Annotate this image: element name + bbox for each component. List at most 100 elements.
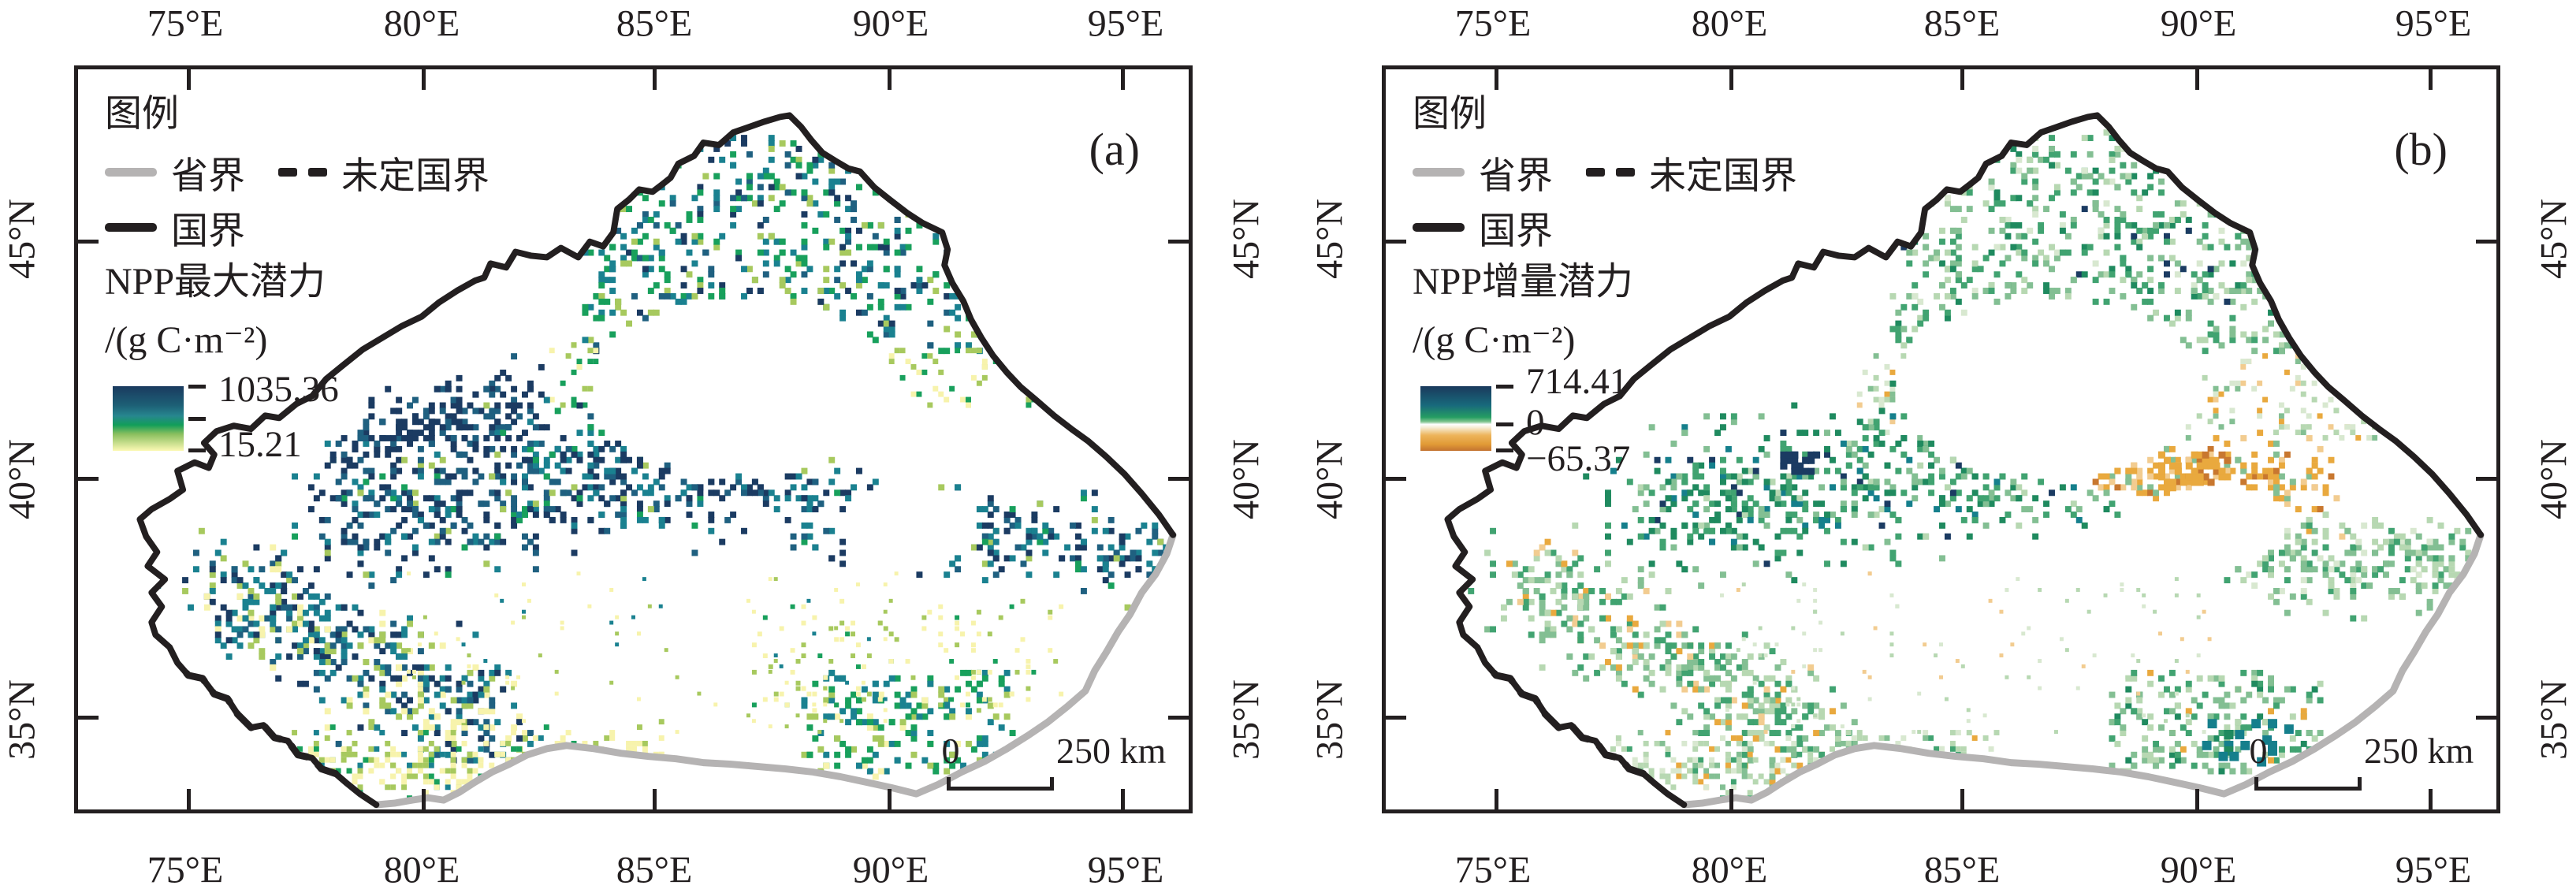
lon-label-bottom: 80°E bbox=[383, 849, 460, 891]
lat-tick bbox=[1168, 240, 1189, 244]
panel-tag-b: (b) bbox=[2394, 124, 2448, 175]
lon-label-bottom: 90°E bbox=[2160, 849, 2237, 891]
national-boundary-label: 国界 bbox=[1479, 210, 1553, 252]
lon-label-top: 80°E bbox=[383, 2, 460, 45]
lon-label-bottom: 95°E bbox=[2395, 849, 2472, 891]
lon-label-bottom: 75°E bbox=[147, 849, 224, 891]
lon-tick bbox=[187, 789, 191, 809]
map-a: 图例 省界 未定国界 国界 NPP最大潜力 /(g C·m⁻²) bbox=[74, 65, 1193, 813]
lat-tick bbox=[78, 240, 99, 244]
xinjiang-map-a bbox=[136, 112, 1177, 809]
lon-tick bbox=[1729, 69, 1733, 90]
scalebar-zero: 0 bbox=[941, 731, 960, 771]
colorbar-tick-max bbox=[1496, 385, 1513, 389]
national-boundary-swatch bbox=[1413, 222, 1465, 232]
lat-tick bbox=[1386, 240, 1406, 244]
colorbar-gradient bbox=[113, 386, 184, 451]
scalebar-distance: 250 km bbox=[1056, 731, 1167, 771]
province-boundary-label: 省界 bbox=[1479, 155, 1553, 197]
layer-unit: /(g C·m⁻²) bbox=[1413, 319, 1576, 361]
undefined-national-boundary-line bbox=[173, 659, 340, 777]
national-boundary-line bbox=[136, 112, 1177, 809]
scalebar-bracket bbox=[947, 777, 1054, 791]
lat-label-right: 35°N bbox=[1225, 679, 1268, 760]
scalebar-zero: 0 bbox=[2249, 731, 2268, 771]
colorbar-tick-mid bbox=[188, 417, 206, 421]
scalebar-bracket bbox=[2254, 777, 2362, 791]
lon-tick bbox=[1495, 789, 1498, 809]
national-boundary-label: 国界 bbox=[171, 210, 245, 252]
lon-tick bbox=[888, 69, 892, 90]
lon-tick bbox=[2429, 789, 2433, 809]
lon-tick bbox=[1121, 789, 1125, 809]
lat-label-left: 45°N bbox=[1308, 199, 1351, 279]
province-boundary-swatch bbox=[105, 167, 157, 177]
province-boundary-swatch bbox=[1413, 167, 1465, 177]
lon-tick bbox=[653, 69, 657, 90]
lat-tick bbox=[2476, 240, 2496, 244]
lat-label-right: 45°N bbox=[1225, 199, 1268, 279]
legend-a: 图例 省界 未定国界 国界 NPP最大潜力 /(g C·m⁻²) bbox=[105, 91, 490, 476]
legend-row-boundaries-2: 国界 bbox=[105, 207, 490, 252]
lat-label-left: 40°N bbox=[1308, 439, 1351, 519]
lat-label-right: 35°N bbox=[2533, 679, 2575, 760]
lon-label-bottom: 85°E bbox=[616, 849, 693, 891]
panel-tag-a: (a) bbox=[1089, 124, 1140, 175]
lat-tick bbox=[1168, 716, 1189, 720]
lon-label-bottom: 90°E bbox=[852, 849, 929, 891]
lat-label-left: 35°N bbox=[1, 679, 43, 760]
colorbar-tick-max bbox=[188, 385, 206, 389]
colorbar-max-value: 1035.36 bbox=[218, 369, 339, 410]
colorbar-b: 714.41 0 −65.37 bbox=[1420, 361, 1657, 479]
panel-a: 图例 省界 未定国界 国界 NPP最大潜力 /(g C·m⁻²) bbox=[2, 0, 1268, 893]
lon-tick bbox=[888, 789, 892, 809]
lon-label-top: 95°E bbox=[1087, 2, 1164, 45]
lat-tick bbox=[1168, 477, 1189, 481]
lon-label-top: 80°E bbox=[1691, 2, 1768, 45]
undefined-boundary-label: 未定国界 bbox=[341, 155, 490, 197]
lat-tick bbox=[1386, 716, 1406, 720]
lon-tick bbox=[422, 69, 426, 90]
legend-row-boundaries-1: 省界 未定国界 bbox=[1413, 151, 1797, 197]
layer-title: NPP增量潜力 bbox=[1413, 261, 1634, 303]
lon-tick bbox=[1495, 69, 1498, 90]
lat-label-left: 45°N bbox=[1, 199, 43, 279]
lon-tick bbox=[1960, 789, 1964, 809]
lon-label-bottom: 95°E bbox=[1087, 849, 1164, 891]
colorbar-tick-min bbox=[188, 448, 206, 452]
colorbar-tick-zero bbox=[1496, 422, 1513, 426]
colorbar-a: 1035.36 15.21 bbox=[113, 369, 349, 476]
undefined-boundary-label: 未定国界 bbox=[1649, 155, 1797, 197]
lon-tick bbox=[1960, 69, 1964, 90]
colorbar-min-value: 15.21 bbox=[218, 424, 302, 465]
lat-tick bbox=[2476, 477, 2496, 481]
lon-label-bottom: 85°E bbox=[1923, 849, 2001, 891]
lat-label-right: 40°N bbox=[2533, 439, 2575, 519]
legend-row-boundaries-1: 省界 未定国界 bbox=[105, 151, 490, 197]
lon-tick bbox=[653, 789, 657, 809]
lon-tick bbox=[1729, 789, 1733, 809]
lon-label-top: 75°E bbox=[147, 2, 224, 45]
lat-label-left: 40°N bbox=[1, 439, 43, 519]
lat-label-right: 40°N bbox=[1225, 439, 1268, 519]
colorbar-max-value: 714.41 bbox=[1526, 361, 1629, 402]
lat-tick bbox=[78, 477, 99, 481]
colorbar-min-value: −65.37 bbox=[1526, 438, 1631, 479]
legend-title: 图例 bbox=[1413, 94, 1487, 135]
national-boundary-swatch bbox=[105, 222, 157, 232]
lon-label-bottom: 75°E bbox=[1454, 849, 1532, 891]
lon-tick bbox=[2195, 789, 2199, 809]
lon-label-top: 95°E bbox=[2395, 2, 2472, 45]
lat-tick bbox=[2476, 716, 2496, 720]
scalebar-distance: 250 km bbox=[2364, 731, 2474, 771]
scalebar-b: 0 250 km bbox=[2247, 730, 2476, 801]
layer-title: NPP最大潜力 bbox=[105, 261, 326, 303]
lon-label-top: 75°E bbox=[1454, 2, 1532, 45]
lon-label-bottom: 80°E bbox=[1691, 849, 1768, 891]
lon-label-top: 85°E bbox=[1923, 2, 2001, 45]
lon-tick bbox=[1121, 69, 1125, 90]
lat-tick bbox=[1386, 477, 1406, 481]
lon-label-top: 90°E bbox=[2160, 2, 2237, 45]
lat-label-left: 35°N bbox=[1308, 679, 1351, 760]
